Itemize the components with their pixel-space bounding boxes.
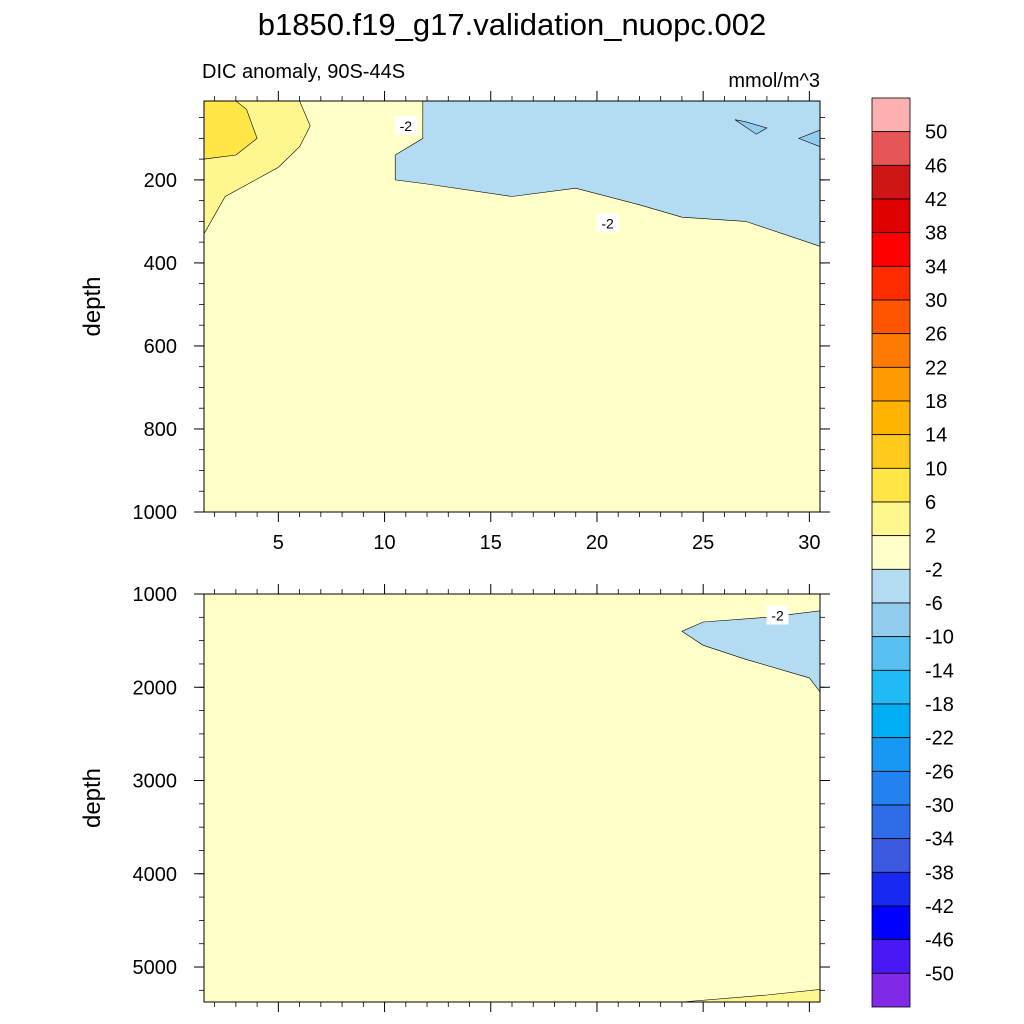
colorbar-box — [871, 568, 911, 604]
y-tick-label: 1000 — [133, 584, 178, 606]
x-tick-label: 10 — [373, 532, 395, 554]
y-tick-label: 3000 — [133, 771, 178, 793]
panel-deep-ocean: 1000 2000 3000 4000 5000 depth -2 — [79, 584, 830, 1012]
colorbar-box — [871, 602, 911, 638]
x-tick-label: 30 — [798, 532, 820, 554]
colorbar-label: -18 — [925, 694, 954, 716]
colorbar-label: 14 — [925, 425, 947, 447]
contour-label: -2 — [771, 607, 784, 623]
y-tick-label: 4000 — [133, 864, 178, 886]
colorbar-label: -6 — [925, 593, 943, 615]
x-tick-label: 5 — [273, 532, 284, 554]
colorbar-box — [871, 770, 911, 806]
colorbar-label: 2 — [925, 526, 936, 548]
colorbar-box — [871, 265, 911, 301]
colorbar-label: 30 — [925, 290, 947, 312]
figure-title: b1850.f19_g17.validation_nuopc.002 — [258, 7, 767, 42]
y-tick-label: 400 — [144, 253, 177, 275]
colorbar-box — [871, 535, 911, 570]
contour-label-box — [394, 115, 417, 135]
colorbar-box — [871, 366, 911, 402]
left-string: DIC anomaly, 90S-44S — [202, 61, 405, 83]
colorbar-box — [871, 97, 911, 133]
colorbar-label: 22 — [925, 357, 947, 379]
x-tick-label: 25 — [692, 532, 714, 554]
contour-label-box — [766, 605, 789, 625]
contour-label: -2 — [400, 118, 413, 134]
right-string: mmol/m^3 — [728, 70, 820, 92]
y-tick-label: 1000 — [133, 502, 178, 524]
y-tick-label: 2000 — [133, 677, 178, 699]
colorbar-label: 18 — [925, 391, 947, 413]
colorbar-box — [871, 939, 911, 974]
colorbar-box — [871, 299, 911, 335]
colorbar-box — [871, 400, 911, 436]
colorbar-label: 46 — [925, 155, 947, 177]
colorbar-box — [871, 232, 911, 267]
colorbar-label: -14 — [925, 660, 954, 682]
x-tick-label: 20 — [586, 532, 608, 554]
colorbar-label: -42 — [925, 896, 954, 918]
colorbar-box — [871, 737, 911, 772]
colorbar-label: -38 — [925, 862, 954, 884]
x-tick-label: 15 — [480, 532, 502, 554]
colorbar-box — [871, 434, 911, 469]
colorbar-box — [871, 198, 911, 234]
colorbar-label: -26 — [925, 761, 954, 783]
y-tick-label: 5000 — [133, 957, 178, 979]
y-axis-label: depth — [79, 768, 106, 828]
colorbar-box — [871, 467, 911, 503]
colorbar-label: -10 — [925, 627, 954, 649]
colorbar-box — [871, 164, 911, 200]
colorbar-label: -46 — [925, 930, 954, 952]
colorbar-box — [871, 703, 911, 739]
colorbar-box — [871, 871, 911, 907]
contour-region-1 — [734, 119, 768, 135]
colorbar-box — [871, 131, 911, 166]
colorbar-label: -22 — [925, 728, 954, 750]
colorbar-box — [871, 333, 911, 368]
colorbar-label: 38 — [925, 223, 947, 245]
colorbar-label: 50 — [925, 122, 947, 144]
contour-label: -2 — [601, 215, 614, 231]
y-tick-label: 200 — [144, 170, 177, 192]
colorbar-label: 26 — [925, 324, 947, 346]
colorbar-box — [871, 905, 911, 941]
colorbar-label: 10 — [925, 458, 947, 480]
colorbar: 50 46 42 38 34 30 26 22 18 14 10 6 2 -2 -6 -10 -14 -18 -22… — [871, 97, 954, 1008]
colorbar-box — [871, 838, 911, 873]
colorbar-label: -50 — [925, 963, 954, 985]
colorbar-label: 6 — [925, 492, 936, 514]
colorbar-box — [871, 972, 911, 1008]
colorbar-label: -30 — [925, 795, 954, 817]
colorbar-label: -2 — [925, 559, 943, 581]
colorbar-box — [871, 501, 911, 537]
colorbar-label: -34 — [925, 829, 954, 851]
y-tick-label: 600 — [144, 336, 177, 358]
plot-area-background — [204, 594, 820, 1002]
colorbar-box — [871, 636, 911, 671]
colorbar-box — [871, 669, 911, 705]
y-axis-label: depth — [79, 276, 106, 336]
y-tick-label: 800 — [144, 419, 177, 441]
contour-label-box — [596, 213, 619, 233]
panel-upper-ocean: 5 10 15 20 25 30 200 400 600 800 1000 depth DIC anom… — [79, 61, 830, 554]
colorbar-label: 42 — [925, 189, 947, 211]
colorbar-box — [871, 804, 911, 840]
colorbar-label: 34 — [925, 256, 947, 278]
